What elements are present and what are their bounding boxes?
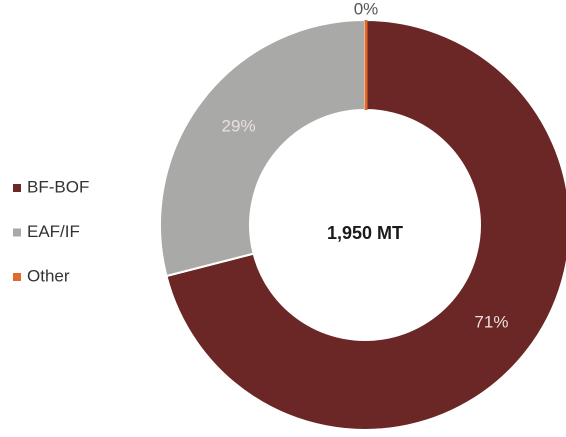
- donut-slice: [159, 18, 366, 278]
- slice-label: 71%: [474, 313, 508, 332]
- legend-swatch: [13, 184, 21, 192]
- legend-label: BF-BOF: [27, 177, 89, 196]
- slice-label: 29%: [222, 116, 256, 135]
- legend-label: EAF/IF: [27, 222, 80, 241]
- center-label: 1,950 MT: [327, 223, 403, 243]
- legend-label: Other: [27, 266, 70, 285]
- donut-slice: [165, 18, 566, 431]
- legend-swatch: [13, 228, 21, 237]
- legend-swatch: [13, 273, 21, 281]
- slice-label: 0%: [354, 0, 379, 18]
